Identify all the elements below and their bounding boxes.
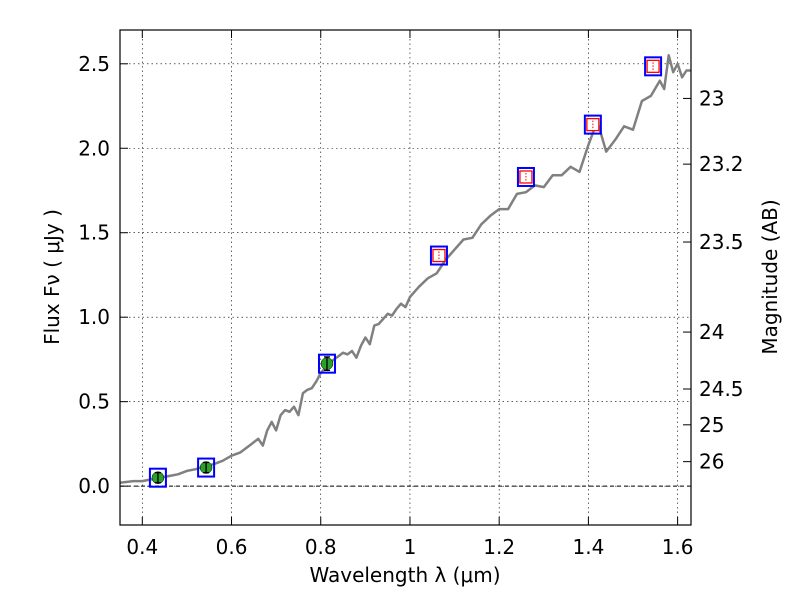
axis-ticks: 0.4 0.6 0.8 1 1.2 1.4 1.6 0.0 0.5 1.0 1.5 2.0 2.5 23 2… (78, 30, 744, 559)
x-tick-label: 0.6 (216, 535, 248, 559)
x-tick-label: 1.4 (572, 535, 604, 559)
y-tick-label: 2.0 (78, 136, 110, 160)
right-axis-label: Magnitude (AB) (758, 199, 782, 354)
model-photometry-marker (197, 457, 216, 478)
y-tick-label: 0.0 (78, 474, 110, 498)
y-axis-label: Flux Fν ( μJy ) (40, 209, 64, 345)
y-tick-label: 1.5 (78, 221, 110, 245)
model-photometry-marker (583, 114, 602, 135)
right-tick-label: 23.5 (699, 230, 744, 254)
model-photometry-marker (516, 166, 535, 187)
plot-frame (119, 29, 692, 526)
y-tick-label: 1.0 (78, 305, 110, 329)
x-axis-label: Wavelength λ (μm) (309, 563, 500, 587)
model-spectrum-line (119, 54, 691, 485)
model-photometry-marker (644, 56, 663, 77)
x-tick-label: 1.2 (483, 535, 515, 559)
photometry-points (148, 56, 663, 488)
model-photometry-marker (317, 353, 336, 374)
right-tick-label: 24.5 (699, 377, 744, 401)
grid-lines (120, 30, 691, 525)
y-tick-label: 0.5 (78, 390, 110, 414)
model-photometry-marker (148, 467, 167, 488)
x-tick-label: 1 (404, 535, 417, 559)
right-tick-label: 24 (699, 320, 724, 344)
right-tick-label: 25 (699, 413, 724, 437)
x-tick-label: 1.6 (662, 535, 694, 559)
y-tick-label: 2.5 (78, 52, 110, 76)
x-tick-label: 0.4 (126, 535, 158, 559)
right-tick-label: 26 (699, 450, 724, 474)
x-tick-label: 0.8 (305, 535, 337, 559)
model-photometry-marker (429, 245, 448, 266)
right-tick-label: 23 (699, 86, 724, 110)
right-tick-label: 23.2 (699, 152, 744, 176)
